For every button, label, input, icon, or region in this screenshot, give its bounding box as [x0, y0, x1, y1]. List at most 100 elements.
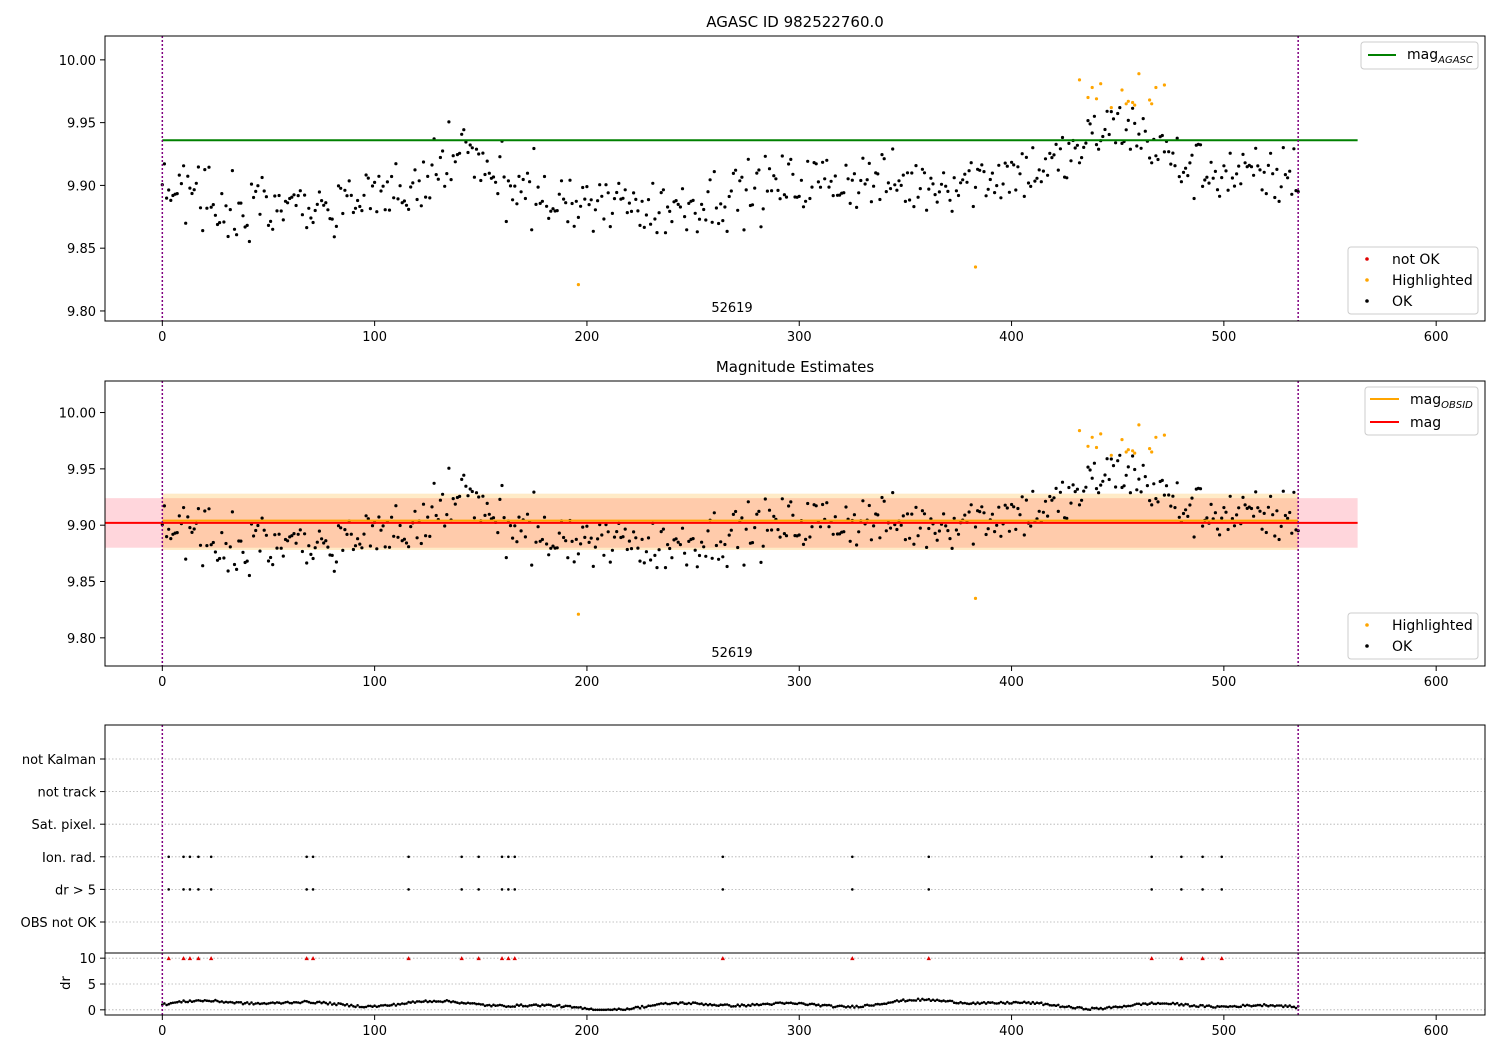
ok-point	[1222, 506, 1226, 510]
dr-point	[1254, 1004, 1257, 1007]
dr-point	[226, 1001, 230, 1004]
ok-point	[948, 537, 952, 541]
ok-point	[640, 537, 644, 542]
ok-point	[714, 206, 719, 210]
flag-row-label: Ion. rad.	[42, 851, 96, 866]
ok-point	[292, 532, 296, 536]
dr-point	[1141, 1002, 1145, 1005]
ok-point	[914, 164, 918, 168]
ok-point	[886, 181, 891, 185]
ok-point	[784, 195, 789, 199]
ok-point	[281, 554, 285, 558]
ok-point	[782, 193, 787, 197]
ok-point	[1060, 135, 1065, 140]
ok-point	[984, 532, 988, 537]
ok-point	[404, 541, 409, 545]
ok-point	[207, 165, 211, 169]
dr-point	[543, 1004, 546, 1007]
dr-point	[1284, 1004, 1287, 1007]
ok-point	[1005, 164, 1009, 168]
ok-point	[1186, 514, 1190, 519]
dr-point	[1095, 1006, 1098, 1010]
dr-point	[764, 1002, 767, 1006]
ok-point	[806, 501, 810, 506]
ok-point	[838, 193, 842, 197]
dr-point	[343, 1004, 347, 1007]
ok-point	[341, 548, 345, 553]
dr-point	[243, 1001, 247, 1005]
ok-point	[545, 542, 549, 546]
ok-point	[247, 573, 251, 578]
ok-point	[179, 182, 183, 186]
dr-point	[632, 1006, 635, 1010]
ok-point	[360, 209, 364, 213]
ok-point	[343, 188, 347, 192]
ok-point	[390, 174, 394, 179]
ok-point	[381, 184, 385, 188]
ok-point	[604, 183, 608, 187]
legend2-highlighted-label: Highlighted	[1392, 618, 1473, 634]
y-tick-label: 10.00	[59, 407, 96, 422]
dr-point	[1139, 1003, 1143, 1007]
dr-point	[630, 1007, 633, 1011]
ok-point	[220, 531, 224, 535]
ok-point	[670, 220, 674, 224]
ok-point	[776, 188, 780, 192]
ok-point	[861, 156, 865, 160]
ok-point	[241, 550, 245, 555]
ok-point	[927, 526, 931, 531]
ok-point	[358, 542, 362, 546]
ok-point	[326, 545, 330, 549]
ok-point	[194, 181, 198, 185]
highlighted-point	[1131, 100, 1135, 105]
dr-point	[260, 1002, 264, 1005]
dr-point	[717, 1004, 720, 1007]
legend-highlighted-marker	[1365, 278, 1369, 282]
dr-point	[783, 1002, 786, 1005]
ok-point	[816, 180, 821, 184]
dr-point	[1071, 1006, 1075, 1010]
dr-point	[237, 1001, 241, 1004]
highlighted-point	[1133, 103, 1137, 107]
ok-point	[228, 545, 232, 549]
ok-point	[1186, 174, 1190, 178]
ok-point	[162, 162, 166, 166]
ok-point	[848, 201, 852, 205]
dr-point	[292, 1001, 296, 1004]
ok-point	[759, 225, 763, 229]
flag-point	[1180, 855, 1183, 859]
ok-point	[230, 169, 234, 173]
dr-point	[604, 1008, 608, 1012]
dr-point	[212, 999, 215, 1003]
dr-point	[638, 1006, 642, 1010]
ok-point	[1207, 181, 1211, 185]
ok-point	[1141, 463, 1145, 467]
ok-point	[755, 171, 759, 175]
dr-point	[167, 1002, 170, 1006]
dr-point	[1003, 1002, 1007, 1005]
highlighted-point	[1086, 95, 1090, 100]
dr-clipped-marker	[196, 956, 201, 961]
dr-point	[424, 999, 427, 1002]
highlighted-point	[1099, 432, 1103, 436]
ok-point	[895, 527, 899, 532]
ok-point	[738, 179, 742, 183]
dr-point	[1027, 1001, 1030, 1004]
dr-point	[1222, 1005, 1226, 1008]
ok-point	[496, 192, 500, 196]
ok-point	[426, 515, 430, 519]
ok-point	[1281, 146, 1285, 150]
dr-point	[989, 1001, 992, 1004]
dr-point	[165, 1003, 168, 1007]
ok-point	[697, 553, 702, 558]
ok-point	[914, 505, 918, 509]
dr-point	[606, 1008, 610, 1011]
ok-point	[1128, 147, 1132, 151]
uncertainty-band-2	[162, 493, 1299, 550]
dr-point	[182, 999, 185, 1002]
ok-point	[710, 220, 714, 224]
dr-point	[706, 1003, 710, 1007]
ok-point	[218, 556, 222, 561]
ok-point	[1218, 533, 1222, 537]
